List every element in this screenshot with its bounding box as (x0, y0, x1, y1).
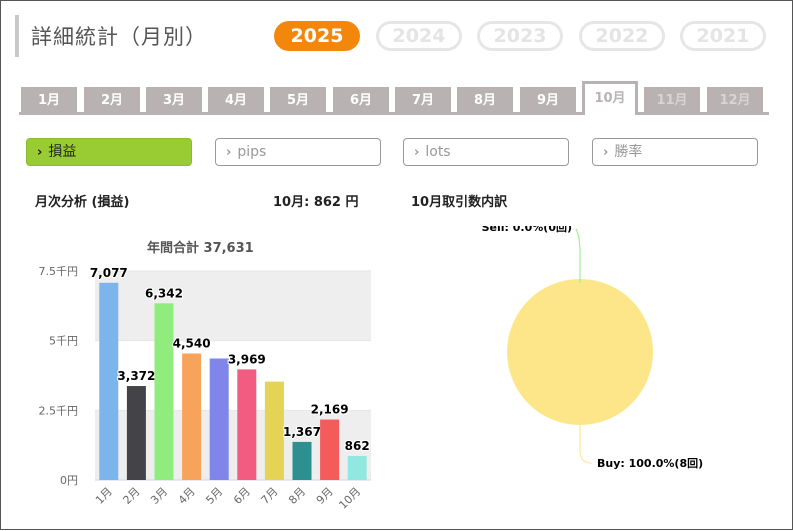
trade-breakdown-heading: 10月取引数内訳 (411, 195, 508, 210)
buy-connector-line (579, 421, 593, 464)
x-tick-label: 8月 (286, 485, 308, 507)
month-tab-2[interactable]: 2月 (84, 87, 140, 112)
trade-breakdown-pie-chart: Sell: 0.0%(0回) Buy: 100.0%(8回) (482, 226, 704, 470)
chart-title: 年間合計 37,631 (147, 241, 254, 256)
metric-button-profit[interactable]: › 損益 (26, 138, 192, 166)
bar-9月 (320, 419, 340, 480)
month-summary: 10月: 862 円 (273, 195, 359, 210)
data-label: 4,540 (173, 336, 211, 350)
data-label: 3,969 (228, 352, 266, 366)
bar-3月 (154, 303, 174, 480)
month-tab-3[interactable]: 3月 (146, 87, 202, 112)
x-tick-label: 9月 (314, 485, 336, 507)
x-tick-label: 10月 (336, 485, 363, 512)
x-tick-label: 3月 (148, 485, 170, 507)
y-tick-label: 5千円 (49, 335, 78, 348)
chevron-right-icon: › (603, 145, 609, 160)
buy-label: Buy: 100.0%(8回) (597, 456, 703, 470)
x-tick-label: 2月 (121, 485, 143, 507)
bar-8月 (292, 441, 312, 480)
metric-label: lots (425, 144, 451, 160)
metric-label: 勝率 (614, 144, 643, 160)
month-tab-7[interactable]: 7月 (395, 87, 451, 112)
x-tick-label: 4月 (176, 485, 198, 507)
x-tick-label: 6月 (231, 485, 253, 507)
monthly-profit-bar-chart: 0円 2.5千円 5千円 7.5千円 7,077 1月 3,372 2月 6,342 3月 4,54… (39, 265, 371, 512)
month-tab-9[interactable]: 9月 (520, 87, 576, 112)
metric-button-lots[interactable]: › lots (403, 138, 569, 166)
year-tab-2023[interactable]: 2023 (477, 21, 563, 51)
x-tick-label: 1月 (93, 485, 115, 507)
bar-6月 (237, 369, 257, 480)
sell-label: Sell: 0.0%(0回) (482, 226, 572, 234)
year-tab-2021[interactable]: 2021 (680, 21, 766, 51)
bar-5月 (209, 358, 229, 480)
bar-4月 (182, 353, 202, 480)
month-tab-12[interactable]: 12月 (707, 87, 763, 112)
sell-connector-line (575, 228, 581, 283)
month-tab-6[interactable]: 6月 (333, 87, 389, 112)
y-tick-label: 0円 (60, 474, 78, 487)
pie-slice-buy (507, 279, 653, 425)
chevron-right-icon: › (226, 145, 232, 160)
data-label: 3,372 (117, 369, 155, 383)
bar-10月 (347, 455, 367, 480)
month-tab-11[interactable]: 11月 (644, 87, 700, 112)
data-label: 1,367 (283, 425, 321, 439)
metric-button-pips[interactable]: › pips (215, 138, 381, 166)
metric-button-winrate[interactable]: › 勝率 (592, 138, 758, 166)
y-tick-label: 2.5千円 (39, 404, 79, 417)
metric-label: pips (237, 144, 267, 160)
year-tab-2025[interactable]: 2025 (274, 21, 360, 51)
month-tab-1[interactable]: 1月 (21, 87, 77, 112)
chevron-right-icon: › (414, 145, 420, 160)
month-tab-10[interactable]: 10月 (582, 81, 638, 115)
data-label: 2,169 (311, 403, 349, 417)
plot-band (95, 271, 371, 341)
y-tick-label: 7.5千円 (39, 265, 79, 278)
bar-7月 (264, 381, 284, 480)
x-tick-label: 5月 (203, 485, 225, 507)
month-tab-4[interactable]: 4月 (208, 87, 264, 112)
data-label: 862 (345, 439, 370, 453)
month-tabs-baseline (19, 112, 769, 115)
metric-label: 損益 (48, 144, 77, 160)
bar-2月 (126, 386, 146, 480)
month-tab-8[interactable]: 8月 (457, 87, 513, 112)
month-tab-5[interactable]: 5月 (270, 87, 326, 112)
data-label: 7,077 (90, 266, 128, 280)
bar-1月 (99, 282, 119, 480)
monthly-analysis-heading: 月次分析 (損益) (35, 195, 130, 210)
x-tick-label: 7月 (259, 485, 281, 507)
chevron-right-icon: › (37, 145, 43, 160)
year-tab-2022[interactable]: 2022 (579, 21, 665, 51)
data-label: 6,342 (145, 286, 183, 300)
year-tab-2024[interactable]: 2024 (376, 21, 462, 51)
page-title: 詳細統計（月別） (15, 15, 206, 57)
page-title-text: 詳細統計（月別） (31, 25, 207, 49)
